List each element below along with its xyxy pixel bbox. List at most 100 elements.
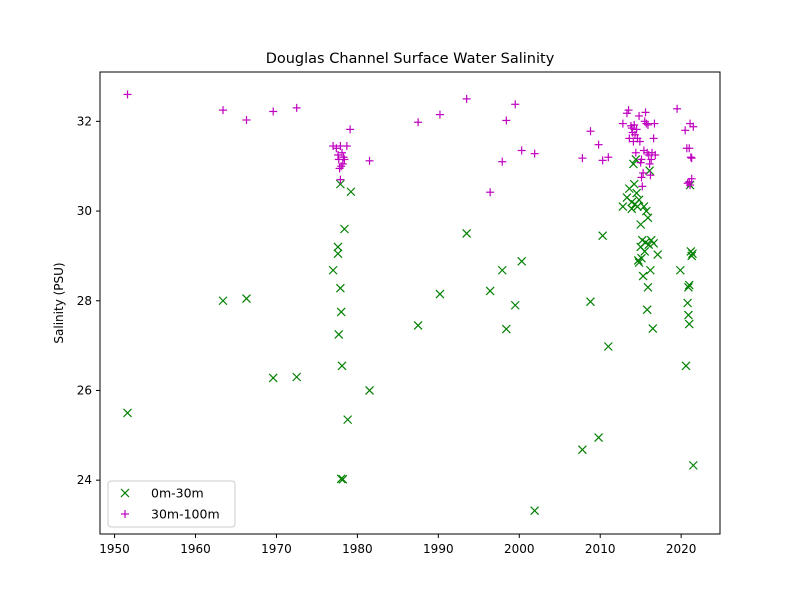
data-point (642, 305, 652, 315)
data-point (338, 474, 348, 484)
data-point (633, 202, 642, 211)
data-point (365, 156, 374, 165)
data-point (636, 220, 646, 229)
data-point (627, 204, 637, 214)
data-marks (123, 90, 698, 516)
data-point (686, 181, 695, 190)
data-point (292, 103, 301, 112)
data-point (462, 229, 472, 238)
data-point (578, 154, 587, 163)
data-point (498, 157, 507, 166)
data-point (635, 111, 644, 120)
data-point (684, 280, 694, 290)
data-point (684, 319, 694, 329)
legend-label: 0m-30m (151, 486, 204, 501)
data-point (343, 415, 353, 425)
data-point (639, 168, 648, 177)
data-point (517, 256, 527, 266)
axes-frame (99, 71, 721, 535)
data-point (268, 373, 278, 383)
legend-box (107, 480, 236, 528)
data-point (646, 171, 655, 180)
data-point (634, 195, 644, 205)
data-point (644, 240, 654, 250)
data-point (333, 150, 342, 159)
data-point (673, 104, 682, 113)
data-point (332, 144, 341, 153)
data-point (635, 137, 644, 146)
data-point (219, 106, 228, 115)
data-point (598, 156, 607, 165)
data-point (242, 115, 251, 124)
data-point (510, 300, 520, 310)
data-point (333, 249, 343, 259)
data-point (639, 202, 649, 211)
data-point (641, 206, 651, 216)
series-2 (123, 90, 698, 197)
legend-marker (120, 488, 130, 498)
data-point (218, 296, 228, 306)
data-point (340, 224, 349, 234)
x-tick-label: 1960 (180, 542, 211, 556)
data-point (688, 249, 697, 259)
data-point (414, 118, 423, 127)
y-axis: 24 26 28 30 32 (77, 114, 100, 487)
data-point (683, 298, 693, 308)
data-point (649, 238, 659, 248)
plot-area (99, 71, 721, 535)
data-point (684, 310, 693, 320)
data-point (336, 175, 345, 184)
legend-label: 30m-100m (151, 507, 220, 522)
data-point (336, 474, 346, 484)
x-tick-label: 2010 (585, 542, 616, 556)
data-point (687, 251, 697, 261)
data-point (123, 408, 132, 418)
data-point (333, 242, 343, 252)
data-point (688, 460, 698, 470)
data-point (598, 231, 608, 241)
data-point (502, 116, 511, 125)
data-point (530, 149, 539, 158)
data-point (511, 100, 520, 109)
data-point (687, 154, 696, 163)
data-point (365, 386, 374, 395)
data-point (675, 265, 685, 275)
data-point (645, 159, 654, 168)
data-point (486, 188, 495, 197)
data-point (643, 120, 652, 129)
data-point (435, 110, 444, 119)
data-point (630, 120, 639, 129)
x-tick-label: 1970 (261, 542, 292, 556)
data-point (629, 179, 639, 189)
data-point (337, 361, 347, 371)
data-point (648, 324, 658, 333)
data-point (625, 134, 634, 143)
data-point (123, 90, 132, 99)
y-tick-label: 24 (77, 473, 92, 487)
data-point (269, 107, 278, 116)
x-tick-label: 1950 (99, 542, 130, 556)
y-axis-label: Salinity (PSU) (52, 262, 66, 343)
data-point (643, 282, 653, 292)
legend-item: 30m-100m (121, 507, 220, 522)
data-point (577, 445, 587, 455)
data-point (647, 155, 656, 164)
data-point (594, 433, 604, 442)
data-point (413, 321, 423, 330)
data-point (328, 265, 338, 275)
data-point (336, 307, 346, 317)
data-point (624, 106, 633, 115)
data-point (681, 361, 691, 371)
legend-item: 0m-30m (120, 486, 204, 501)
data-point (653, 250, 663, 259)
data-point (338, 159, 347, 168)
data-point (604, 153, 613, 162)
data-point (638, 271, 648, 281)
data-point (632, 188, 642, 198)
data-point (643, 213, 653, 223)
data-point (632, 125, 641, 134)
data-point (586, 297, 595, 307)
y-tick-label: 32 (77, 114, 92, 128)
data-point (645, 265, 655, 275)
data-point (638, 182, 647, 191)
